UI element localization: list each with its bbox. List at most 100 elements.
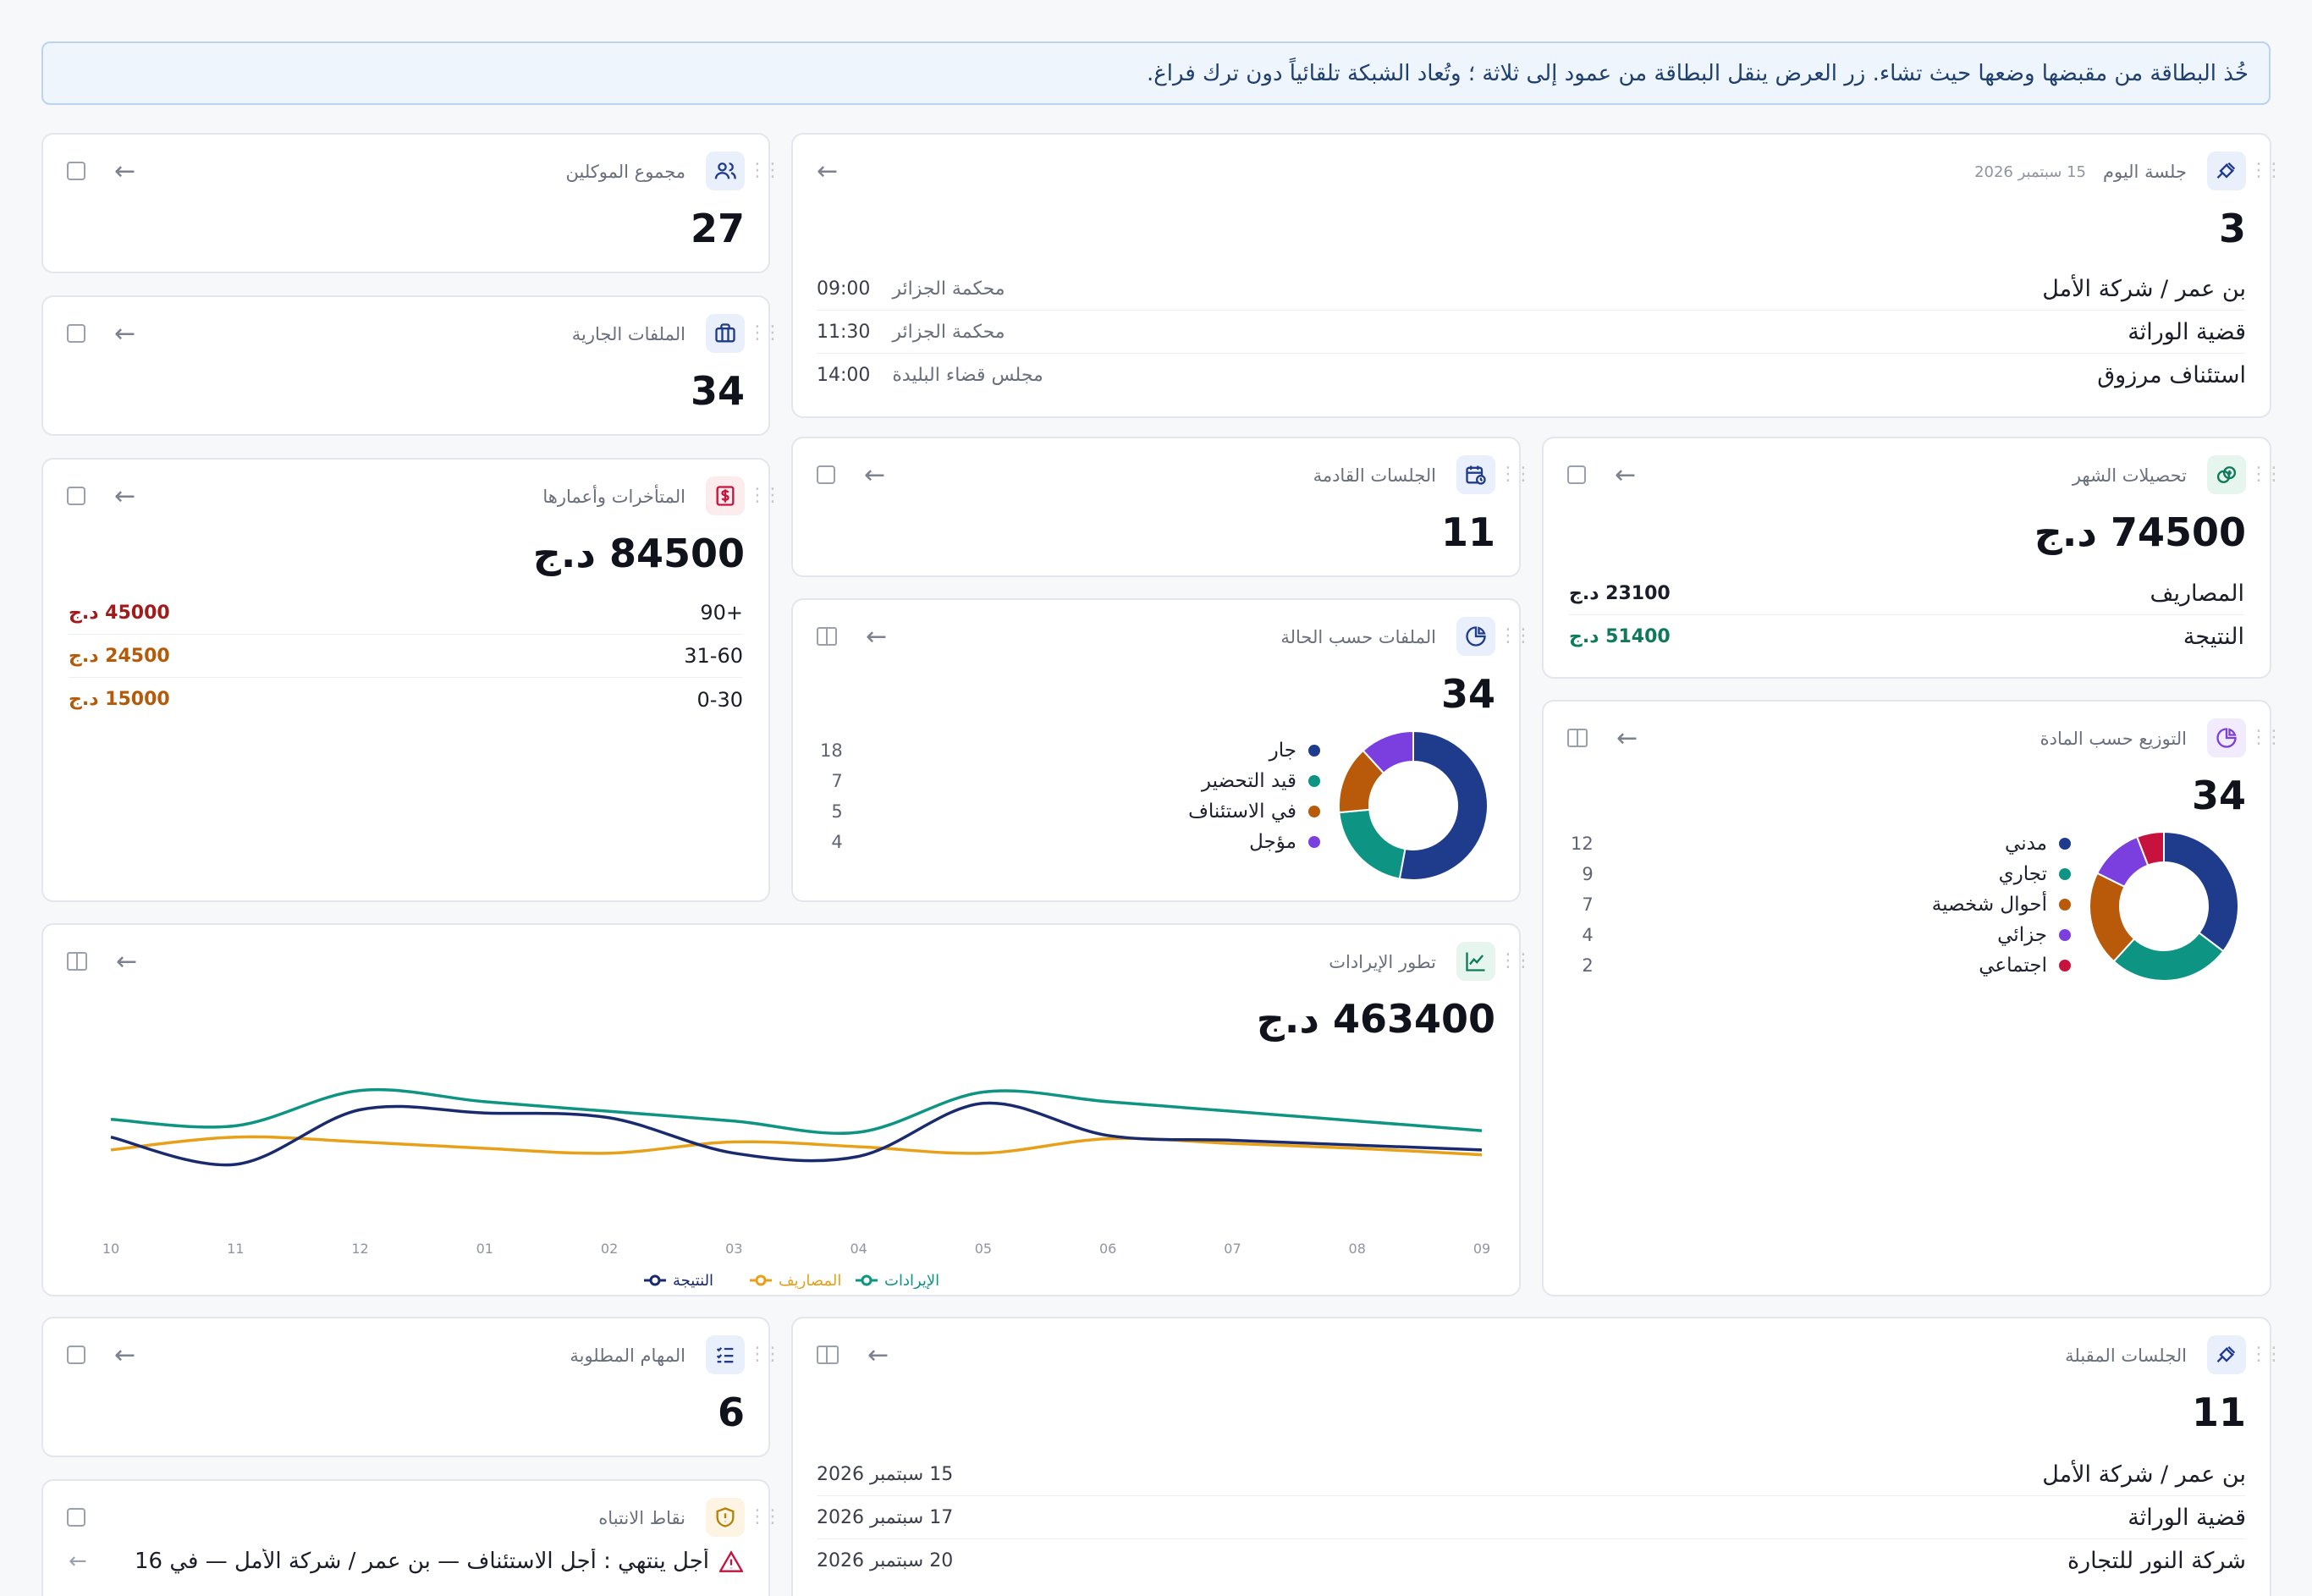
move-arrow-icon[interactable]: ←: [116, 946, 138, 977]
x-tick-label: 05: [975, 1241, 992, 1257]
drag-handle-icon[interactable]: ⋮⋮: [748, 322, 782, 344]
card-title: المهام المطلوبة: [570, 1346, 685, 1366]
arrears-list: +90 45000 د.ج 31-60 24500 د.ج 0-30 15000 د.…: [69, 592, 743, 721]
revenue-total: 463400 د.ج: [1256, 996, 1495, 1042]
pie-chart-icon: [1456, 617, 1495, 656]
width-toggle-button[interactable]: [817, 627, 837, 646]
drag-handle-icon[interactable]: ⋮⋮: [748, 1344, 782, 1365]
width-toggle-button[interactable]: [67, 1508, 85, 1527]
legend-item: مؤجل: [1188, 827, 1320, 857]
x-tick-label: 12: [351, 1241, 368, 1257]
drag-handle-icon[interactable]: ⋮⋮: [748, 485, 782, 506]
list-item[interactable]: بن عمر / شركة الأمل 15 سبتمبر 2026: [817, 1453, 2246, 1496]
width-toggle-button[interactable]: [67, 952, 87, 971]
card-title: التوزيع حسب المادة: [2040, 729, 2187, 749]
card-title: مجموع الموكلين: [565, 162, 686, 182]
drag-handle-icon[interactable]: ⋮⋮: [2249, 160, 2283, 181]
svg-text:الإيرادات: الإيرادات: [884, 1272, 939, 1289]
banner-text: خُذ البطاقة من مقبضها وضعها حيث تشاء. زر…: [1146, 60, 2249, 86]
drag-handle-icon[interactable]: ⋮⋮: [748, 1506, 782, 1527]
list-item: النتيجة 51400 د.ج: [1569, 624, 2244, 650]
drag-handle-icon[interactable]: ⋮⋮: [2249, 464, 2283, 485]
legend-item: قيد التحضير: [1188, 766, 1320, 796]
today-count: 3: [2218, 206, 2246, 251]
card-collections: ⋮⋮ تحصيلات الشهر ← 74500 د.ج المصاريف 231…: [1542, 437, 2283, 679]
calendar-clock-icon: [1456, 455, 1495, 494]
svg-text:المصاريف: المصاريف: [779, 1272, 841, 1289]
legend-item: جزائي: [1932, 920, 2071, 950]
width-toggle-button[interactable]: [817, 1346, 839, 1364]
briefcase-icon: [706, 314, 745, 353]
move-arrow-icon[interactable]: ←: [866, 621, 888, 652]
status-counts: 18 7 5 4: [820, 740, 843, 852]
move-arrow-icon[interactable]: ←: [114, 156, 136, 186]
drag-handle-icon[interactable]: ⋮⋮: [1499, 464, 1533, 485]
drag-handle-icon[interactable]: ⋮⋮: [2249, 727, 2283, 748]
card-arrears: ⋮⋮ المتأخرات وأعمارها ← 84500 د.ج +90 450…: [41, 458, 782, 902]
card-title: جلسة اليوم: [2102, 162, 2187, 182]
move-arrow-icon[interactable]: ←: [1616, 723, 1638, 753]
move-arrow-icon[interactable]: ←: [114, 481, 136, 511]
legend-item: مدني: [1932, 828, 2071, 859]
collections-list: المصاريف 23100 د.ج النتيجة 51400 د.ج: [1569, 572, 2244, 658]
x-tick-label: 10: [102, 1241, 119, 1257]
list-item[interactable]: استئناف مرزوق مجلس قضاء البليدة 14:00: [817, 362, 2246, 388]
legend-item: أحوال شخصية: [1932, 889, 2071, 920]
move-arrow-icon[interactable]: ←: [114, 1340, 136, 1370]
back-arrow-icon[interactable]: ←: [69, 1549, 87, 1574]
list-item[interactable]: بن عمر / شركة الأمل محكمة الجزائر 09:00: [817, 267, 2246, 311]
alert-item[interactable]: أجل ينتهي : أجل الاستئناف — بن عمر / شرك…: [69, 1549, 743, 1574]
pie-chart-icon: [2207, 718, 2246, 757]
legend-item[interactable]: المصاريف: [750, 1272, 841, 1289]
width-toggle-button[interactable]: [67, 487, 85, 505]
clients-count: 27: [690, 206, 745, 251]
series-line: [110, 1101, 1483, 1167]
list-item[interactable]: قضية الوراثة 17 سبتمبر 2026: [817, 1496, 2246, 1539]
status-donut-chart: [1338, 729, 1489, 881]
legend-item[interactable]: النتيجة: [644, 1272, 713, 1289]
width-toggle-button[interactable]: [67, 1346, 85, 1364]
card-title: تحصيلات الشهر: [2072, 465, 2187, 486]
arrears-total: 84500 د.ج: [532, 531, 745, 576]
collections-total: 74500 د.ج: [2034, 509, 2246, 555]
move-arrow-icon[interactable]: ←: [864, 460, 886, 490]
next-sessions-list: بن عمر / شركة الأمل 15 سبتمبر 2026 قضية ا…: [817, 1453, 2246, 1582]
drag-handle-icon[interactable]: ⋮⋮: [1499, 950, 1533, 971]
status-legend: جار قيد التحضير في الاستئناف مؤجل: [1188, 735, 1320, 857]
list-item: 0-30 15000 د.ج: [69, 687, 743, 712]
width-toggle-button[interactable]: [67, 324, 85, 343]
drag-handle-icon[interactable]: ⋮⋮: [1499, 625, 1533, 647]
tasks-count: 6: [717, 1390, 745, 1435]
svg-text:النتيجة: النتيجة: [673, 1272, 713, 1289]
move-arrow-icon[interactable]: ←: [1615, 460, 1637, 490]
move-arrow-icon[interactable]: ←: [867, 1340, 889, 1370]
card-title: تطور الإيرادات: [1329, 952, 1436, 972]
width-toggle-button[interactable]: [1567, 729, 1588, 747]
width-toggle-button[interactable]: [1567, 465, 1586, 484]
x-tick-label: 11: [227, 1241, 244, 1257]
list-item: +90 45000 د.ج: [69, 592, 743, 635]
donut-slice: [1362, 729, 1414, 774]
card-tasks: ⋮⋮ المهام المطلوبة ← 6: [41, 1317, 782, 1457]
width-toggle-button[interactable]: [67, 162, 85, 180]
card-revenue: ⋮⋮ تطور الإيرادات ← 463400 د.ج 10 11 12 01 0…: [41, 923, 1533, 1296]
x-tick-label: 02: [601, 1241, 618, 1257]
legend-item: في الاستئناف: [1188, 796, 1320, 827]
legend-item[interactable]: الإيرادات: [856, 1272, 939, 1289]
move-arrow-icon[interactable]: ←: [114, 318, 136, 349]
series-line: [110, 1135, 1483, 1157]
x-tick-label: 06: [1099, 1241, 1116, 1257]
coins-icon: [2207, 455, 2246, 494]
list-item[interactable]: قضية الوراثة محكمة الجزائر 11:30: [817, 311, 2246, 354]
subject-donut-chart: [2089, 830, 2239, 982]
drag-handle-icon[interactable]: ⋮⋮: [748, 160, 782, 181]
list-item[interactable]: شركة النور للتجارة 20 سبتمبر 2026: [817, 1548, 2246, 1574]
status-count: 34: [1440, 671, 1495, 717]
users-icon: [706, 151, 745, 190]
width-toggle-button[interactable]: [817, 465, 835, 484]
card-alerts: ⋮⋮ نقاط الانتباه أجل ينتهي : أجل الاستئن…: [41, 1479, 782, 1596]
move-arrow-icon[interactable]: ←: [817, 156, 839, 186]
x-tick-label: 03: [725, 1241, 742, 1257]
drag-handle-icon[interactable]: ⋮⋮: [2249, 1344, 2283, 1365]
x-tick-label: 09: [1473, 1241, 1490, 1257]
